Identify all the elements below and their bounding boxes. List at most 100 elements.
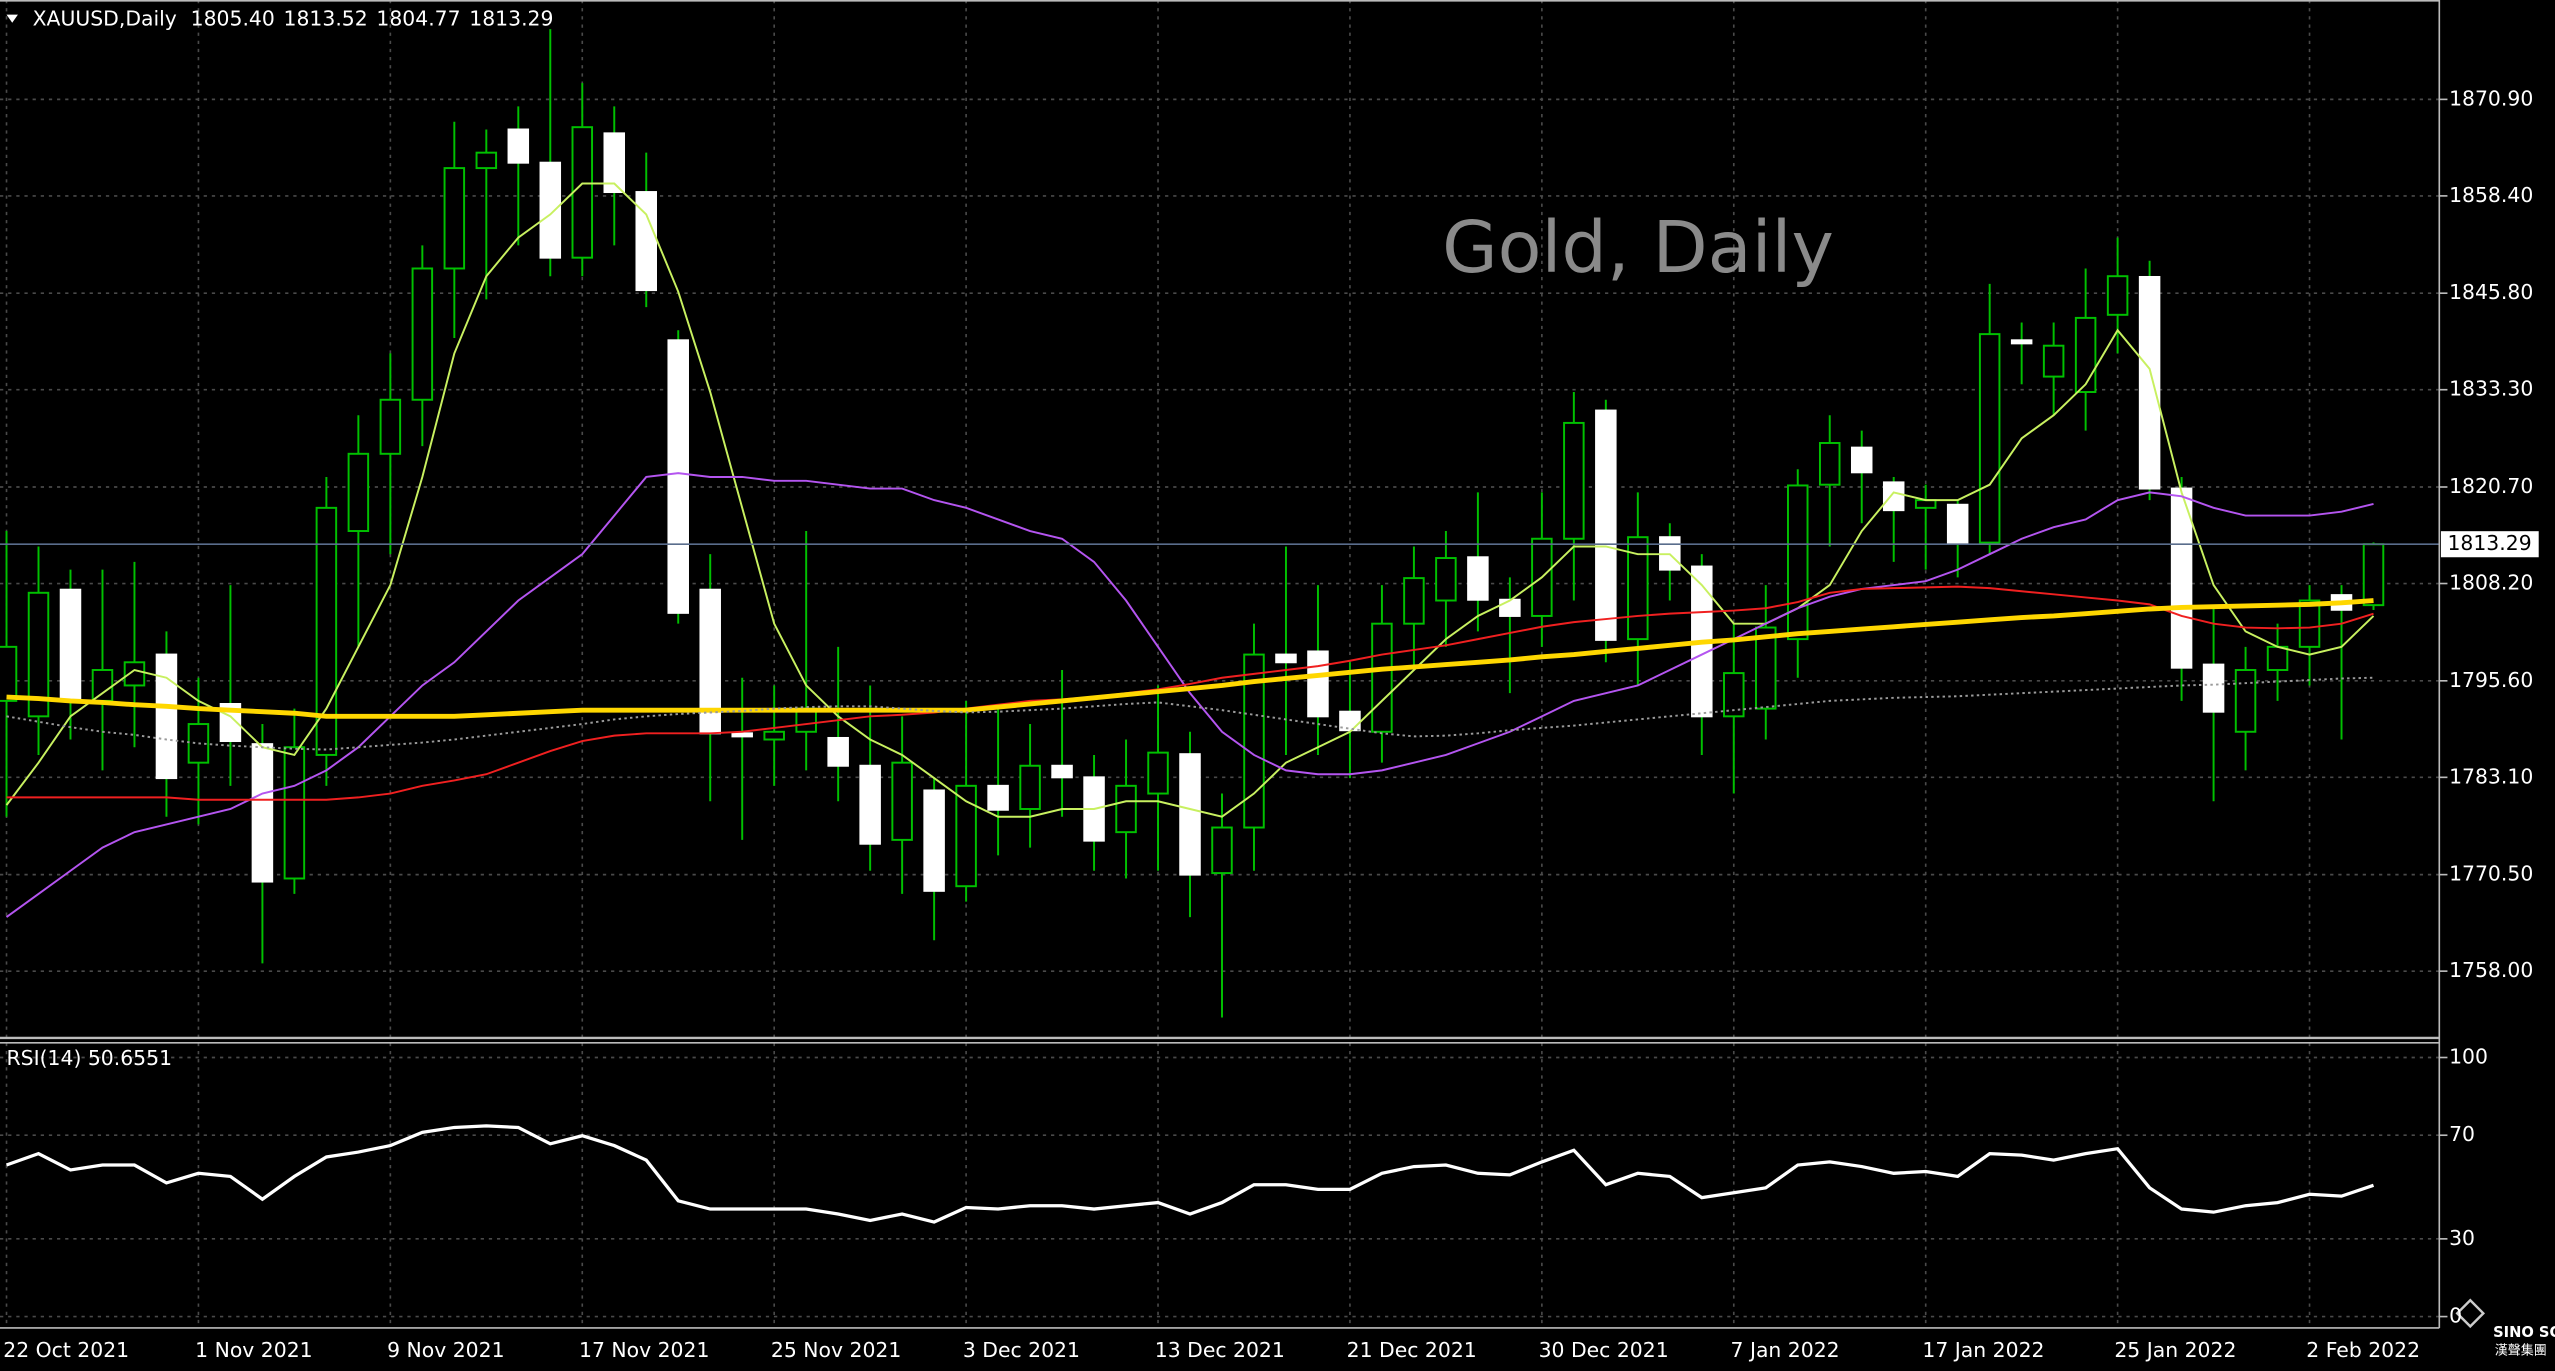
y-tick-label: 0: [2449, 1304, 2462, 1328]
candle-body: [2362, 543, 2385, 607]
x-tick-label: 1 Nov 2021: [195, 1338, 312, 1362]
candle-body: [1627, 536, 1649, 641]
candle-body: [1115, 784, 1137, 834]
candle-body: [731, 732, 753, 738]
candle-body: [571, 126, 594, 259]
menu-triangle[interactable]: [6, 14, 18, 23]
moving-average-line: [5, 182, 2375, 818]
candle-body: [1307, 650, 1329, 718]
x-tick-label: 17 Jan 2022: [1922, 1338, 2044, 1362]
y-tick-label: 1820.70: [2449, 474, 2533, 498]
x-tick-label: 21 Dec 2021: [1347, 1338, 1477, 1362]
y-tick-label: 70: [2449, 1122, 2475, 1146]
candle-body: [2170, 487, 2193, 669]
candle-body: [955, 784, 977, 888]
candle-body: [1499, 598, 1521, 617]
x-tick-label: 3 Dec 2021: [963, 1338, 1080, 1362]
candle-body: [1787, 484, 1809, 641]
y-tick-label: 1870.90: [2449, 86, 2533, 110]
symbol: XAUUSD,Daily: [33, 7, 177, 31]
open-price: 1805.40: [191, 7, 275, 31]
candle-body: [347, 452, 370, 532]
x-tick-label: 13 Dec 2021: [1155, 1338, 1285, 1362]
candle-body: [1019, 764, 1041, 810]
logo-icon: [2455, 1298, 2486, 1329]
x-tick-label: 22 Oct 2021: [3, 1338, 129, 1362]
candle-body: [859, 764, 881, 845]
x-tick-label: 9 Nov 2021: [387, 1338, 504, 1362]
candle-body: [1755, 626, 1777, 710]
rsi-line: [5, 1124, 2375, 1224]
candle-body: [1051, 764, 1073, 779]
candle-body: [539, 161, 562, 259]
candle-body: [603, 132, 626, 194]
candle-body: [475, 151, 498, 170]
candle-body: [59, 588, 82, 702]
candle-body: [827, 736, 849, 767]
x-tick-label: 2 Feb 2022: [2306, 1338, 2420, 1362]
candle-body: [91, 669, 114, 702]
x-tick-label: 17 Nov 2021: [579, 1338, 709, 1362]
high-price: 1813.52: [284, 7, 368, 31]
logo-name: SINO SOUND: [2493, 1324, 2555, 1341]
candle-body: [987, 784, 1009, 811]
candle-body: [1563, 421, 1585, 540]
grid-layer: [0, 0, 2448, 1328]
x-tick-label: 25 Nov 2021: [771, 1338, 901, 1362]
candle-body: [187, 723, 210, 764]
x-tick-label: 30 Dec 2021: [1539, 1338, 1669, 1362]
candle-body: [2298, 599, 2321, 648]
plot-layer: [0, 29, 2440, 1224]
indicator-label: RSI(14) 50.6551: [7, 1046, 173, 1070]
logo-subtitle: 漢聲集團: [2495, 1342, 2547, 1358]
candle-body: [2202, 663, 2225, 713]
candle-body: [2266, 645, 2289, 671]
candle-body: [2074, 316, 2097, 394]
y-tick-label: 30: [2449, 1226, 2475, 1250]
candle-body: [1243, 653, 1265, 829]
candle-body: [1595, 409, 1617, 641]
y-tick-label: 100: [2449, 1044, 2488, 1068]
candle-body: [763, 730, 785, 741]
moving-average-line: [6, 598, 2374, 719]
watermark: Gold, Daily: [1442, 205, 1834, 289]
candle-body: [667, 339, 689, 614]
candle-body: [1850, 446, 1873, 474]
candle-body: [251, 743, 274, 883]
candle-body: [1946, 503, 1969, 544]
candle-body: [1435, 557, 1457, 602]
candle-body: [0, 645, 18, 702]
low-price: 1804.77: [376, 7, 460, 31]
candle-body: [1818, 442, 1841, 486]
x-tick-label: 25 Jan 2022: [2114, 1338, 2236, 1362]
candle-body: [315, 506, 338, 756]
candle-body: [507, 128, 530, 164]
moving-average-line: [6, 676, 2374, 751]
y-tick-label: 1858.40: [2449, 183, 2533, 207]
candle-body: [2042, 344, 2065, 378]
candle-body: [379, 398, 402, 455]
candle-body: [2010, 339, 2033, 345]
candle-body: [1882, 481, 1905, 512]
candle-body: [2234, 669, 2257, 733]
candle-body: [1467, 556, 1489, 601]
moving-average-line: [6, 585, 2374, 801]
candle-body: [2106, 275, 2129, 316]
candle-body: [1978, 333, 2001, 544]
candle-body: [1371, 622, 1393, 733]
candle-body: [1179, 753, 1201, 876]
close-price: 1813.29: [469, 7, 553, 31]
x-tick-label: 7 Jan 2022: [1731, 1338, 1840, 1362]
candle-body: [283, 746, 306, 880]
y-tick-label: 1758.00: [2449, 958, 2533, 982]
y-tick-label: 1795.60: [2449, 668, 2533, 692]
y-tick-label: 1808.20: [2449, 571, 2533, 595]
candle-body: [891, 761, 913, 841]
y-tick-label: 1833.30: [2449, 377, 2533, 401]
y-tick-label: 1783.10: [2449, 764, 2533, 788]
candle-body: [635, 191, 658, 292]
candle-body: [123, 661, 146, 687]
candle-body: [1211, 826, 1233, 875]
